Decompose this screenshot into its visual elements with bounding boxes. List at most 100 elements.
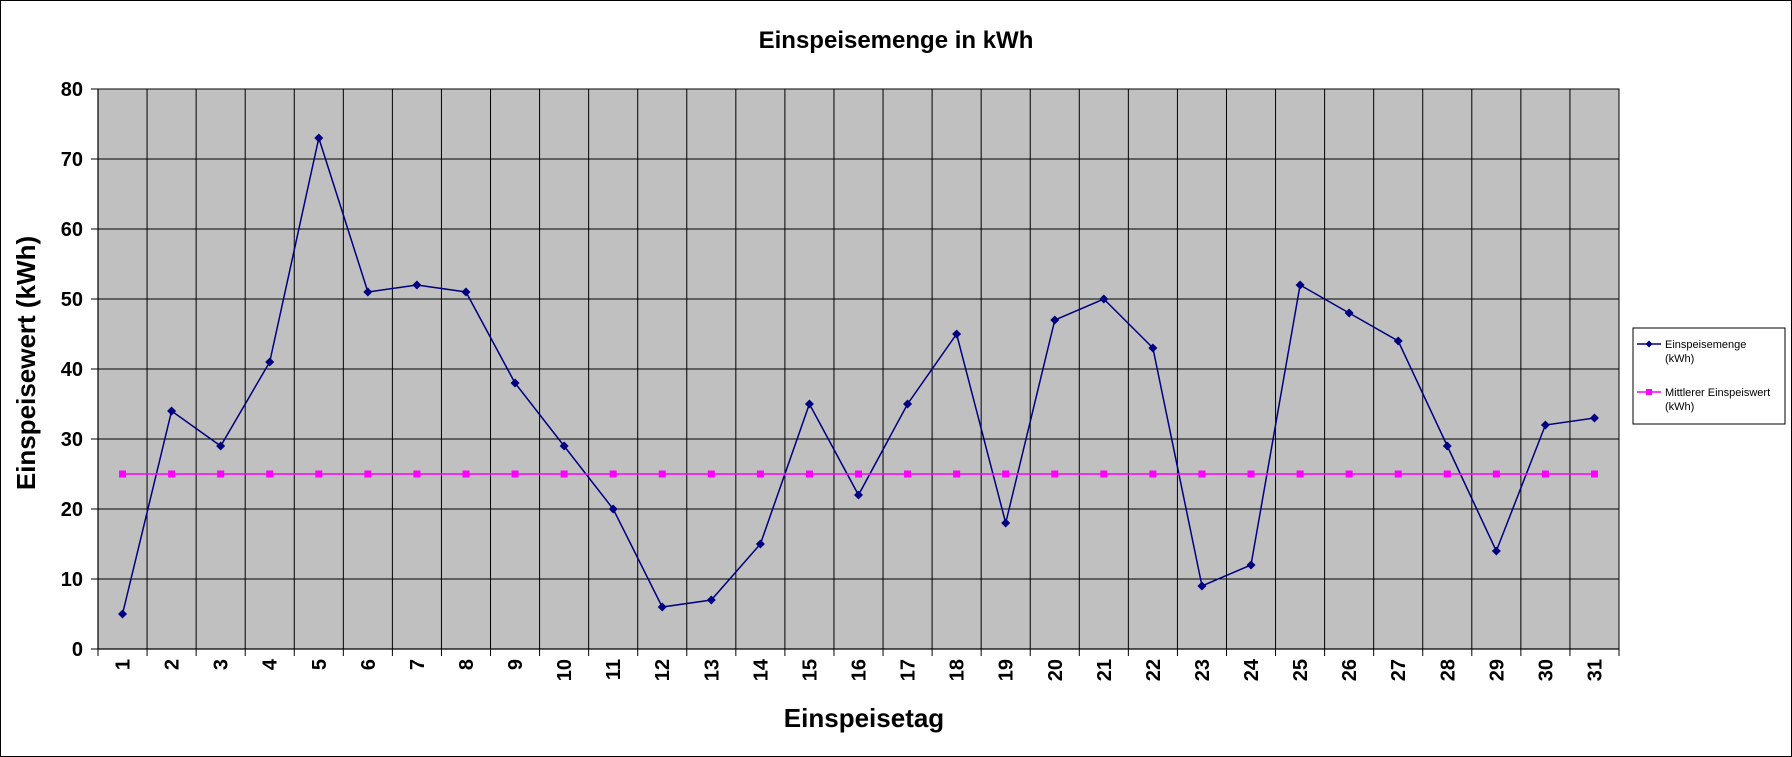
legend-label: Mittlerer Einspeiswert bbox=[1665, 387, 1770, 399]
series-2 bbox=[119, 470, 1598, 478]
data-point bbox=[1149, 470, 1157, 478]
data-point bbox=[1001, 518, 1011, 528]
x-tick-label: 9 bbox=[505, 659, 527, 670]
data-point bbox=[1394, 470, 1402, 478]
x-tick-label: 28 bbox=[1437, 659, 1459, 681]
data-point bbox=[462, 470, 470, 478]
data-point bbox=[266, 470, 274, 478]
data-point bbox=[217, 470, 225, 478]
data-point bbox=[118, 609, 128, 619]
data-point bbox=[1050, 315, 1060, 325]
y-tick-label: 80 bbox=[61, 79, 83, 101]
data-point bbox=[510, 378, 520, 388]
legend-marker bbox=[1645, 340, 1653, 348]
data-point bbox=[1492, 470, 1500, 478]
data-point bbox=[216, 441, 226, 451]
data-point bbox=[706, 595, 716, 605]
x-tick-label: 12 bbox=[652, 659, 674, 681]
y-tick-label: 40 bbox=[61, 359, 83, 381]
data-point bbox=[1295, 280, 1305, 290]
data-point bbox=[756, 470, 764, 478]
x-tick-label: 17 bbox=[898, 659, 920, 681]
y-tick-label: 50 bbox=[61, 289, 83, 311]
chart-title: Einspeisemenge in kWh bbox=[759, 27, 1034, 54]
data-point bbox=[559, 441, 569, 451]
x-tick-label: 29 bbox=[1486, 659, 1508, 681]
x-tick-label: 22 bbox=[1143, 659, 1165, 681]
y-tick-label: 70 bbox=[61, 149, 83, 171]
x-tick-label: 27 bbox=[1388, 659, 1410, 681]
x-tick-label: 23 bbox=[1192, 659, 1214, 681]
data-point bbox=[1442, 441, 1452, 451]
data-point bbox=[314, 133, 324, 143]
x-tick-label: 21 bbox=[1094, 659, 1116, 681]
x-tick-label: 10 bbox=[554, 659, 576, 681]
data-point bbox=[952, 329, 962, 339]
x-tick-label: 3 bbox=[211, 659, 233, 670]
data-point bbox=[1345, 470, 1353, 478]
x-tick-label: 16 bbox=[849, 659, 871, 681]
data-point bbox=[1296, 470, 1304, 478]
data-point bbox=[1590, 470, 1598, 478]
data-point bbox=[755, 539, 765, 549]
data-point bbox=[1197, 581, 1207, 591]
x-tick-label: 5 bbox=[309, 659, 331, 670]
x-tick-label: 1 bbox=[113, 659, 135, 670]
x-tick-label: 19 bbox=[996, 659, 1018, 681]
x-tick-label: 4 bbox=[260, 658, 282, 670]
data-point bbox=[608, 504, 618, 514]
x-tick-label: 14 bbox=[750, 658, 772, 681]
y-tick-label: 60 bbox=[61, 219, 83, 241]
x-tick-label: 7 bbox=[407, 659, 429, 670]
legend-item-1: Einspeisemenge (kWh) bbox=[1637, 339, 1746, 365]
data-point bbox=[1491, 546, 1501, 556]
legend-label-unit: (kWh) bbox=[1665, 353, 1694, 365]
legend-label-unit: (kWh) bbox=[1665, 401, 1694, 413]
data-point bbox=[1540, 420, 1550, 430]
data-point bbox=[903, 399, 913, 409]
series-1 bbox=[118, 133, 1599, 619]
data-point bbox=[364, 470, 372, 478]
data-point bbox=[1541, 470, 1549, 478]
data-point bbox=[657, 602, 667, 612]
data-point bbox=[1393, 336, 1403, 346]
data-point bbox=[1589, 413, 1599, 423]
x-tick-label: 25 bbox=[1290, 659, 1312, 681]
x-tick-label: 24 bbox=[1241, 658, 1263, 681]
data-point bbox=[1443, 470, 1451, 478]
data-point bbox=[854, 490, 863, 500]
legend-label: Einspeisemenge bbox=[1665, 339, 1746, 351]
x-tick-label: 2 bbox=[162, 659, 184, 670]
data-point bbox=[904, 470, 912, 478]
data-point bbox=[511, 470, 519, 478]
x-tick-label: 20 bbox=[1045, 659, 1067, 681]
x-tick-label: 6 bbox=[358, 659, 380, 670]
y-tick-label: 10 bbox=[61, 569, 83, 591]
data-point bbox=[265, 357, 275, 367]
data-point bbox=[953, 470, 961, 478]
data-point bbox=[560, 470, 568, 478]
x-axis-ticks: 1 2 3 4 5 6 7 8 9 10 11 12 13 14 15 16 17 18 19 20 21 22 23 24 2… bbox=[97, 649, 1620, 681]
data-point bbox=[363, 287, 373, 297]
legend-marker bbox=[1646, 389, 1652, 395]
data-point bbox=[1051, 470, 1059, 478]
y-tick-label: 0 bbox=[72, 639, 83, 661]
data-point bbox=[1344, 308, 1354, 318]
data-point bbox=[1246, 560, 1256, 570]
data-point bbox=[167, 406, 177, 416]
data-point bbox=[168, 470, 176, 478]
data-point bbox=[804, 399, 814, 409]
x-tick-label: 26 bbox=[1339, 659, 1361, 681]
series-group bbox=[118, 133, 1599, 619]
x-tick-label: 30 bbox=[1535, 659, 1557, 681]
data-point bbox=[1100, 470, 1108, 478]
data-point bbox=[805, 470, 813, 478]
data-point bbox=[119, 470, 127, 478]
x-tick-label: 13 bbox=[701, 659, 723, 681]
data-point bbox=[658, 470, 666, 478]
y-axis-title: Einspeisewert (kWh) bbox=[11, 236, 41, 490]
x-tick-label: 8 bbox=[456, 659, 478, 670]
x-tick-label: 31 bbox=[1584, 659, 1606, 681]
